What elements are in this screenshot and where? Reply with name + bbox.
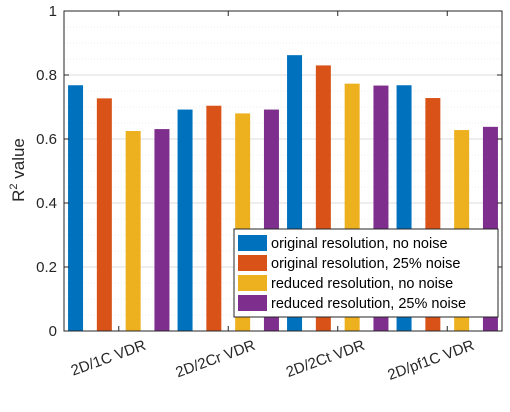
bar [177, 109, 193, 331]
legend-label: reduced resolution, 25% noise [271, 296, 466, 312]
y-tick-labels: 0 0.2 0.4 0.6 0.8 1 [36, 3, 57, 340]
y-tick-label: 0.2 [36, 259, 57, 276]
x-tick-labels: 2D/1C VDR 2D/2Cr VDR 2D/2Ct VDR 2D/pf1C VDR [69, 337, 477, 384]
x-tick-label: 2D/pf1C VDR [385, 337, 476, 384]
bar [96, 98, 112, 331]
legend-label: reduced resolution, no noise [271, 276, 453, 292]
legend-swatch [238, 275, 267, 291]
bar [206, 105, 222, 331]
legend-box [233, 228, 499, 318]
x-tick-label: 2D/1C VDR [69, 337, 149, 380]
y-tick-label: 0.8 [36, 67, 57, 84]
axes-box [63, 10, 503, 332]
x-tick-label: 2D/2Ct VDR [284, 337, 368, 381]
y-tick-label: 0.4 [36, 195, 57, 212]
legend-label: original resolution, no noise [271, 236, 448, 252]
legend: original resolution, no noise original re… [233, 228, 499, 318]
x-tick-label: 2D/2Cr VDR [173, 337, 257, 382]
axes [63, 10, 503, 332]
y-axis-label: R2 value [8, 138, 28, 202]
bar [125, 131, 141, 331]
legend-label: original resolution, 25% noise [271, 256, 460, 272]
bar [68, 85, 84, 332]
y-tick-label: 0 [49, 323, 57, 340]
legend-swatch [238, 295, 267, 311]
bar [154, 129, 170, 331]
y-tick-label: 0.6 [36, 131, 57, 148]
legend-swatch [238, 255, 267, 271]
y-tick-label: 1 [49, 3, 57, 20]
legend-swatch [238, 235, 267, 251]
